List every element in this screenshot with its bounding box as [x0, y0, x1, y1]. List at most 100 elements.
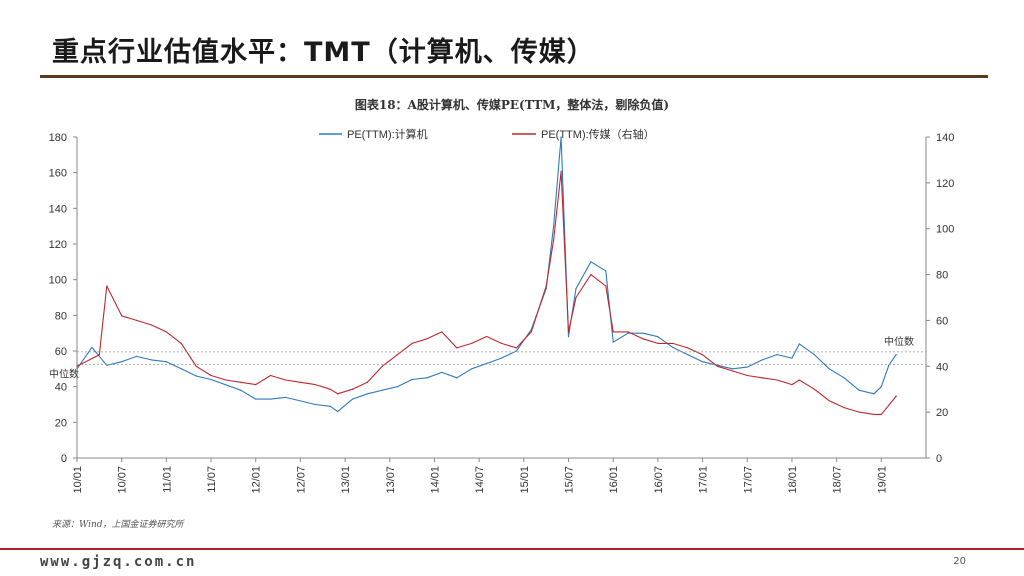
series-point-computer	[210, 378, 212, 381]
series-point-computer	[672, 346, 674, 349]
series-point-computer	[426, 377, 428, 379]
legend-label-computer: PE(TTM):计算机	[347, 127, 428, 141]
series-point-media	[500, 342, 503, 344]
series-point-media	[396, 354, 398, 356]
series-point-computer	[858, 389, 860, 391]
series-point-media	[657, 342, 659, 344]
left-tick-label: 180	[49, 132, 67, 144]
left-tick-label: 0	[61, 453, 67, 465]
median-label: 中位数	[884, 335, 914, 348]
series-point-media	[98, 354, 100, 356]
series-point-computer	[314, 403, 316, 406]
series-point-computer	[284, 396, 287, 398]
series-point-computer	[270, 398, 272, 400]
series-point-media	[165, 331, 167, 333]
series-point-computer	[575, 287, 577, 290]
series-point-media	[180, 342, 182, 344]
series-point-computer	[240, 389, 242, 391]
series-point-computer	[486, 362, 488, 365]
right-tick-label: 0	[936, 453, 942, 465]
series-point-media	[612, 331, 614, 333]
x-tick-label: 14/07	[474, 466, 486, 494]
x-tick-label: 18/07	[832, 466, 844, 494]
series-point-computer	[396, 386, 398, 388]
series-line-computer	[76, 136, 897, 413]
series-point-media	[195, 365, 197, 367]
series-point-computer	[873, 393, 875, 395]
series-point-computer	[195, 375, 197, 377]
series-point-media	[575, 296, 577, 299]
left-tick-label: 80	[55, 310, 67, 322]
x-tick-label: 13/01	[340, 466, 352, 494]
x-tick-label: 12/07	[295, 466, 307, 494]
series-point-media	[642, 338, 644, 340]
series-point-media	[776, 379, 778, 381]
series-point-computer	[76, 368, 78, 370]
series-point-media	[895, 395, 897, 397]
series-point-media	[314, 384, 316, 386]
title-divider	[40, 75, 988, 78]
series-point-media	[746, 374, 748, 377]
series-point-media	[813, 388, 815, 390]
median-label: 中位数	[49, 367, 79, 380]
series-point-media	[351, 388, 354, 390]
series-point-media	[858, 411, 860, 413]
series-point-computer	[627, 332, 629, 334]
series-point-computer	[441, 371, 443, 373]
series-point-computer	[895, 353, 897, 356]
series-point-computer	[813, 353, 815, 356]
series-point-computer	[135, 355, 138, 357]
series-point-media	[121, 315, 123, 317]
series-point-media	[545, 285, 547, 287]
series-point-computer	[515, 350, 517, 352]
series-point-computer	[612, 341, 614, 343]
series-point-computer	[121, 361, 123, 363]
series-point-media	[590, 273, 592, 276]
series-point-media	[441, 331, 443, 333]
series-point-computer	[776, 353, 778, 356]
series-point-computer	[91, 346, 93, 349]
series-point-media	[716, 365, 719, 367]
series-point-computer	[150, 359, 153, 361]
left-tick-label: 120	[49, 239, 67, 251]
right-tick-label: 20	[936, 407, 948, 419]
footer-divider	[0, 548, 1024, 550]
series-point-media	[880, 413, 882, 416]
series-point-media	[426, 338, 428, 340]
series-point-media	[761, 377, 763, 379]
x-tick-label: 15/01	[519, 466, 531, 494]
right-tick-label: 100	[936, 224, 954, 236]
series-point-computer	[687, 353, 689, 356]
series-point-computer	[180, 368, 182, 370]
series-point-media	[225, 379, 227, 381]
left-tick-label: 100	[49, 275, 67, 287]
series-point-computer	[329, 405, 331, 407]
right-tick-label: 40	[936, 361, 948, 373]
series-point-media	[567, 331, 570, 333]
series-point-media	[366, 381, 369, 383]
series-point-computer	[165, 361, 167, 363]
slide-title: 重点行业估值水平：TMT（计算机、传媒）	[52, 37, 595, 68]
left-tick-label: 60	[55, 346, 67, 358]
series-point-computer	[843, 377, 845, 379]
series-point-media	[701, 354, 704, 356]
series-point-media	[560, 170, 562, 172]
series-point-computer	[381, 389, 383, 391]
series-point-computer	[746, 366, 748, 368]
x-tick-label: 14/01	[429, 466, 441, 494]
x-tick-label: 17/01	[698, 466, 710, 494]
series-point-media	[672, 342, 674, 344]
series-point-media	[828, 400, 830, 402]
series-point-computer	[255, 398, 257, 400]
series-point-computer	[560, 136, 562, 138]
x-tick-label: 19/01	[876, 466, 888, 494]
series-point-media	[284, 379, 287, 381]
series-point-media	[627, 331, 629, 333]
series-point-media	[530, 331, 532, 333]
x-tick-label: 12/01	[251, 466, 263, 494]
right-tick-label: 140	[936, 132, 954, 144]
series-point-computer	[225, 384, 227, 386]
website-watermark: www.gjzq.com.cn	[40, 554, 197, 570]
series-point-media	[843, 406, 845, 409]
